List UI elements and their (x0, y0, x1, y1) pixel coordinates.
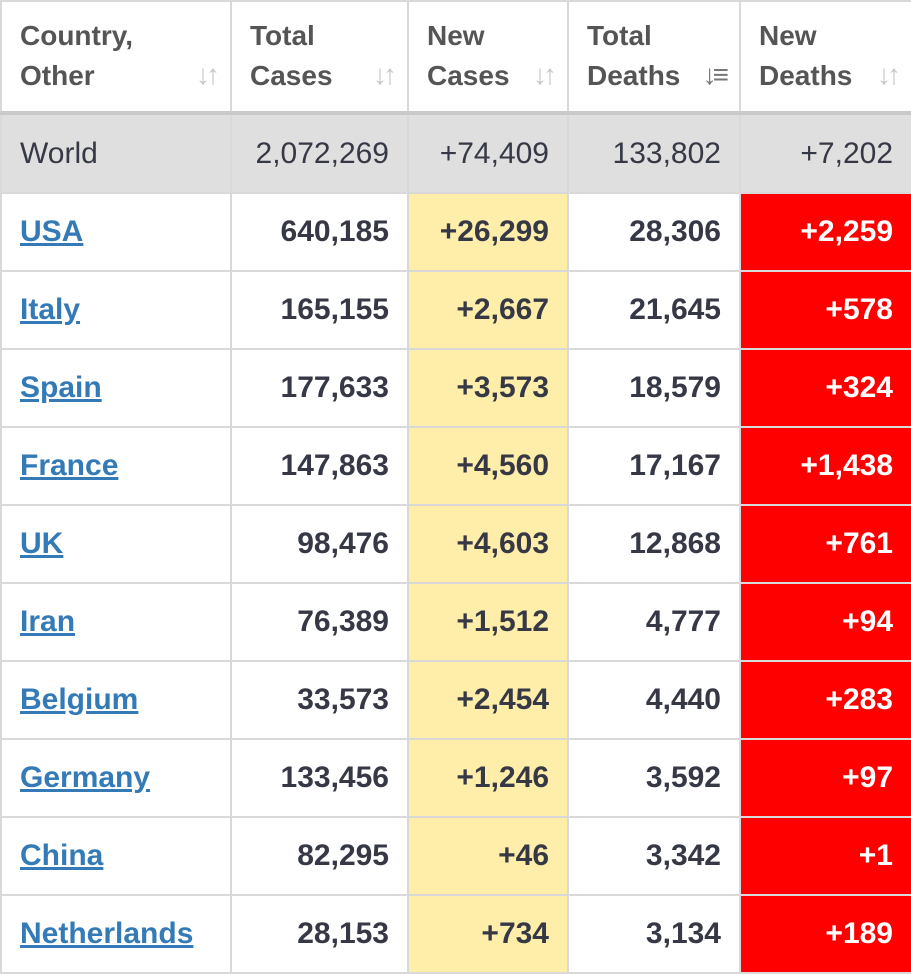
new-deaths-cell: +189 (739, 894, 911, 974)
new-cases-cell: +2,454 (407, 660, 569, 740)
new-deaths-cell: +1,438 (739, 426, 911, 506)
total-cases-cell: 640,185 (230, 192, 409, 272)
table-row: USA 640,185 +26,299 28,306 +2,259 (0, 192, 911, 272)
total-deaths-cell: 3,592 (567, 738, 741, 818)
sort-both-icon[interactable]: ↓↑ (373, 59, 397, 90)
country-cell: China (0, 816, 232, 896)
world-label: World (0, 112, 232, 194)
table-row: Spain 177,633 +3,573 18,579 +324 (0, 348, 911, 428)
header-total-deaths[interactable]: Total Deaths ↓≡ (567, 0, 741, 115)
new-deaths-cell: +283 (739, 660, 911, 740)
country-link-china[interactable]: China (20, 839, 104, 872)
header-total-cases-label: Total Cases (250, 20, 333, 91)
sort-descending-icon[interactable]: ↓≡ (702, 59, 729, 90)
total-deaths-cell: 3,342 (567, 816, 741, 896)
total-cases-cell: 165,155 (230, 270, 409, 350)
country-link-uk[interactable]: UK (20, 527, 64, 560)
country-link-belgium[interactable]: Belgium (20, 683, 139, 716)
world-new-cases: +74,409 (407, 112, 569, 194)
total-cases-cell: 76,389 (230, 582, 409, 662)
new-cases-cell: +1,512 (407, 582, 569, 662)
total-deaths-cell: 17,167 (567, 426, 741, 506)
new-cases-cell: +1,246 (407, 738, 569, 818)
new-cases-cell: +26,299 (407, 192, 569, 272)
country-link-spain[interactable]: Spain (20, 371, 102, 404)
header-new-cases-label: New Cases (427, 20, 510, 91)
header-row: Country, Other ↓↑ Total Cases ↓↑ New Cases … (0, 0, 911, 115)
world-total-cases: 2,072,269 (230, 112, 409, 194)
new-deaths-cell: +578 (739, 270, 911, 350)
sort-both-icon[interactable]: ↓↑ (533, 59, 557, 90)
header-new-cases[interactable]: New Cases ↓↑ (407, 0, 569, 115)
total-cases-cell: 28,153 (230, 894, 409, 974)
total-cases-cell: 133,456 (230, 738, 409, 818)
table-row: Belgium 33,573 +2,454 4,440 +283 (0, 660, 911, 740)
country-cell: UK (0, 504, 232, 584)
header-new-deaths[interactable]: New Deaths ↓↑ (739, 0, 911, 115)
world-total-deaths: 133,802 (567, 112, 741, 194)
world-total-row: World 2,072,269 +74,409 133,802 +7,202 (0, 112, 911, 194)
total-deaths-cell: 21,645 (567, 270, 741, 350)
new-deaths-cell: +94 (739, 582, 911, 662)
total-deaths-cell: 4,777 (567, 582, 741, 662)
new-cases-cell: +4,603 (407, 504, 569, 584)
total-cases-cell: 82,295 (230, 816, 409, 896)
country-link-italy[interactable]: Italy (20, 293, 81, 326)
new-deaths-cell: +97 (739, 738, 911, 818)
country-cell: France (0, 426, 232, 506)
total-deaths-cell: 4,440 (567, 660, 741, 740)
new-cases-cell: +4,560 (407, 426, 569, 506)
country-cell: Germany (0, 738, 232, 818)
total-deaths-cell: 3,134 (567, 894, 741, 974)
world-new-deaths: +7,202 (739, 112, 911, 194)
country-link-iran[interactable]: Iran (20, 605, 76, 638)
table-row: Germany 133,456 +1,246 3,592 +97 (0, 738, 911, 818)
new-cases-cell: +2,667 (407, 270, 569, 350)
country-cell: USA (0, 192, 232, 272)
total-cases-cell: 33,573 (230, 660, 409, 740)
table-row: France 147,863 +4,560 17,167 +1,438 (0, 426, 911, 506)
new-deaths-cell: +2,259 (739, 192, 911, 272)
total-deaths-cell: 28,306 (567, 192, 741, 272)
country-cell: Italy (0, 270, 232, 350)
country-cell: Belgium (0, 660, 232, 740)
country-cell: Spain (0, 348, 232, 428)
total-cases-cell: 177,633 (230, 348, 409, 428)
new-cases-cell: +734 (407, 894, 569, 974)
table-row: China 82,295 +46 3,342 +1 (0, 816, 911, 896)
new-deaths-cell: +324 (739, 348, 911, 428)
new-deaths-cell: +761 (739, 504, 911, 584)
header-country-label: Country, Other (20, 20, 134, 91)
header-total-deaths-label: Total Deaths (587, 20, 681, 91)
table-row: Italy 165,155 +2,667 21,645 +578 (0, 270, 911, 350)
country-link-france[interactable]: France (20, 449, 119, 482)
country-link-netherlands[interactable]: Netherlands (20, 917, 194, 950)
sort-both-icon[interactable]: ↓↑ (196, 59, 220, 90)
new-deaths-cell: +1 (739, 816, 911, 896)
table-row: UK 98,476 +4,603 12,868 +761 (0, 504, 911, 584)
total-deaths-cell: 18,579 (567, 348, 741, 428)
total-cases-cell: 98,476 (230, 504, 409, 584)
new-cases-cell: +46 (407, 816, 569, 896)
total-deaths-cell: 12,868 (567, 504, 741, 584)
header-total-cases[interactable]: Total Cases ↓↑ (230, 0, 409, 115)
header-new-deaths-label: New Deaths (759, 20, 853, 91)
country-link-usa[interactable]: USA (20, 215, 84, 248)
country-cell: Netherlands (0, 894, 232, 974)
new-cases-cell: +3,573 (407, 348, 569, 428)
total-cases-cell: 147,863 (230, 426, 409, 506)
table-row: Iran 76,389 +1,512 4,777 +94 (0, 582, 911, 662)
sort-both-icon[interactable]: ↓↑ (877, 59, 901, 90)
table-row: Netherlands 28,153 +734 3,134 +189 (0, 894, 911, 974)
header-country[interactable]: Country, Other ↓↑ (0, 0, 232, 115)
country-link-germany[interactable]: Germany (20, 761, 151, 794)
country-cell: Iran (0, 582, 232, 662)
